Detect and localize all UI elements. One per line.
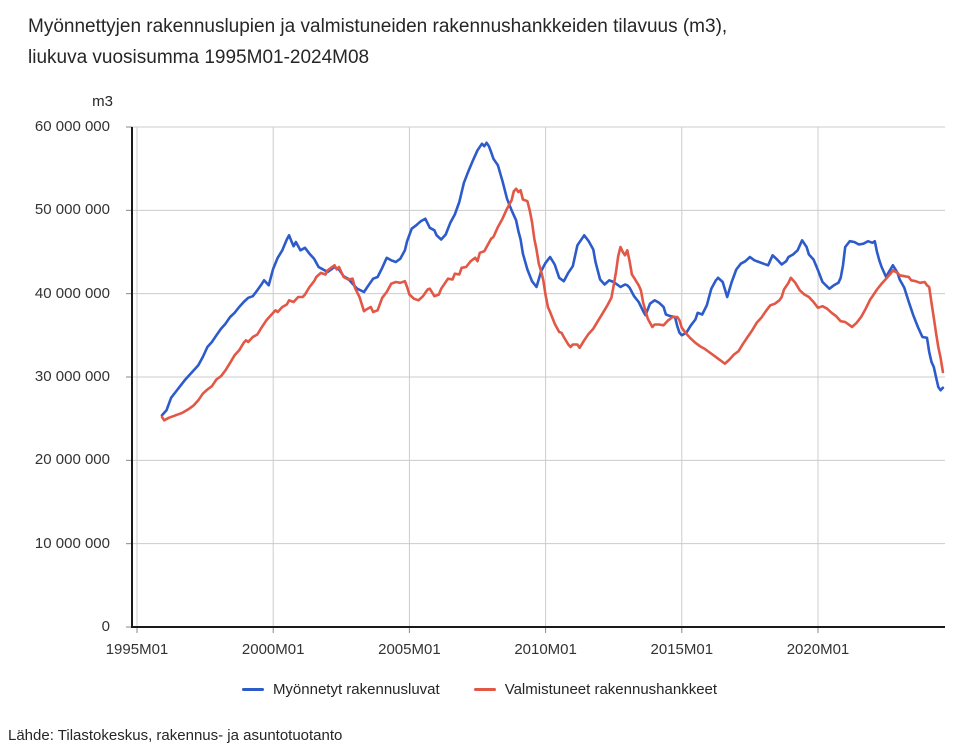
y-tick-label: 50 000 000 [34, 201, 110, 219]
y-tick-label: 40 000 000 [34, 284, 110, 302]
y-tick-label: 60 000 000 [34, 118, 110, 135]
y-tick-label: 0 [101, 618, 110, 635]
legend: Myönnetyt rakennusluvat Valmistuneet rak… [0, 681, 959, 698]
legend-line-marker-red [473, 688, 496, 691]
title-line-2: liukuva vuosisumma 1995M01-2024M08 [28, 47, 370, 68]
x-tick-label: 2005M01 [378, 641, 441, 658]
legend-label-completed: Valmistuneet rakennushankkeet [504, 681, 718, 698]
x-tick-label: 2000M01 [241, 641, 305, 658]
y-tick-label: 20 000 000 [34, 451, 110, 469]
legend-line-marker-blue [241, 688, 264, 691]
x-tick-label: 2010M01 [514, 641, 577, 658]
legend-label-permits: Myönnetyt rakennusluvat [272, 681, 440, 698]
legend-item-permits[interactable]: Myönnetyt rakennusluvat [241, 681, 440, 698]
series-line-granted-permits[interactable] [160, 141, 945, 417]
x-tick-label: 2015M01 [650, 641, 714, 658]
source-note: Lähde: Tilastokeskus, rakennus- ja asunt… [8, 727, 343, 744]
title-line-1: Myönnettyjen rakennuslupien ja valmistun… [28, 16, 728, 37]
x-tick-label: 1995M01 [105, 641, 169, 658]
page-title: Myönnettyjen rakennuslupien ja valmistun… [28, 11, 727, 73]
series-line-completed-projects[interactable] [160, 187, 945, 422]
x-tick-label: 2020M01 [786, 641, 850, 658]
y-axis-unit-label: m3 [92, 93, 113, 110]
legend-item-completed[interactable]: Valmistuneet rakennushankkeet [473, 681, 718, 698]
y-tick-label: 30 000 000 [34, 368, 110, 385]
y-tick-label: 10 000 000 [34, 534, 110, 552]
